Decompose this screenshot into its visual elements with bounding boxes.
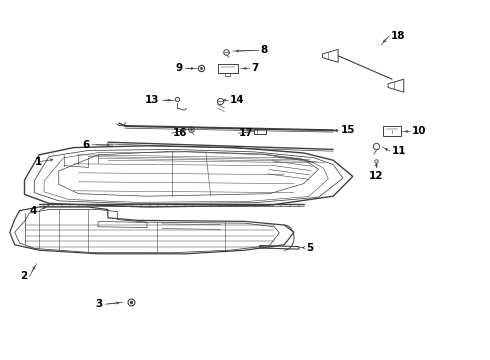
Text: 9: 9 [175, 63, 182, 73]
Text: 18: 18 [391, 31, 406, 41]
Text: 15: 15 [341, 125, 355, 135]
Text: 10: 10 [412, 126, 426, 136]
Text: 16: 16 [172, 128, 187, 138]
Text: 7: 7 [251, 63, 258, 73]
Text: 3: 3 [96, 299, 103, 309]
Text: 6: 6 [82, 140, 89, 150]
Text: 17: 17 [239, 128, 254, 138]
Text: 11: 11 [392, 146, 407, 156]
Text: 13: 13 [145, 95, 159, 105]
Text: 1: 1 [34, 157, 42, 167]
Text: 4: 4 [29, 206, 37, 216]
Text: 14: 14 [229, 95, 244, 105]
Text: 8: 8 [261, 45, 268, 55]
Text: 12: 12 [369, 171, 384, 181]
Text: 2: 2 [20, 271, 27, 282]
Text: 5: 5 [306, 243, 314, 253]
